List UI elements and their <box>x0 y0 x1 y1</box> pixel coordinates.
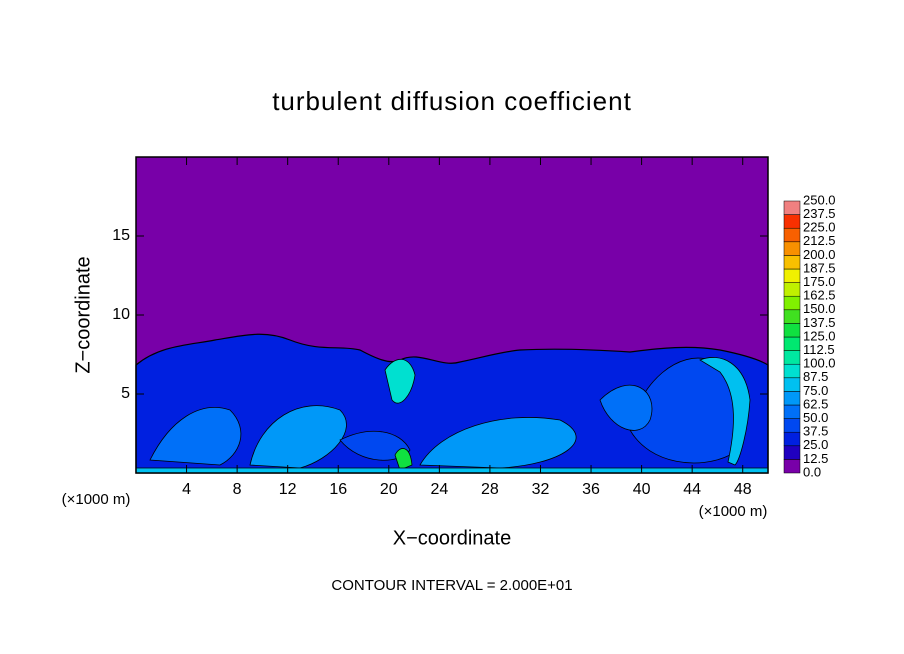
x-tick-label: 8 <box>233 481 242 498</box>
colorbar-swatch <box>783 200 801 215</box>
x-tick-label: 24 <box>430 481 448 498</box>
turbulent-eddy <box>249 405 347 469</box>
colorbar-label: 175.0 <box>803 274 836 289</box>
colorbar-swatch <box>783 282 801 297</box>
colorbar-label: 37.5 <box>803 424 828 439</box>
colorbar-label: 200.0 <box>803 247 836 262</box>
colorbar-swatch <box>783 309 801 324</box>
colorbar-swatch <box>783 295 801 311</box>
colorbar-swatch <box>783 227 801 243</box>
colorbar-swatch <box>783 404 801 419</box>
colorbar-label: 112.5 <box>803 342 835 357</box>
colorbar-label: 212.5 <box>803 233 836 248</box>
colorbar-label: 62.5 <box>803 396 828 411</box>
y-tick-label: 10 <box>112 306 130 323</box>
colorbar-label: 12.5 <box>803 451 828 466</box>
colorbar-label: 225.0 <box>803 220 836 235</box>
x-tick-label: 28 <box>481 481 499 498</box>
colorbar-swatch <box>783 431 801 447</box>
colorbar-swatch <box>783 363 801 379</box>
footer: CONTOUR INTERVAL = 2.000E+01 <box>331 577 572 594</box>
y-tick-label: 15 <box>112 227 130 244</box>
x-tick-label: 16 <box>329 481 347 498</box>
colorbar-swatch <box>783 336 801 351</box>
x-axis-label: X−coordinate <box>393 527 511 549</box>
colorbar-swatch <box>783 459 801 474</box>
colorbar-swatch <box>783 445 801 460</box>
colorbar-label: 25.0 <box>803 437 828 452</box>
colorbar-label: 0.0 <box>803 464 821 479</box>
colorbar-swatch <box>783 241 801 256</box>
colorbar-label: 87.5 <box>803 369 828 384</box>
colorbar-swatch <box>783 255 801 270</box>
turbulent-eddy <box>599 384 653 431</box>
colorbar-swatch <box>783 418 801 433</box>
colorbar-label: 75.0 <box>803 383 828 398</box>
colorbar-swatch <box>783 350 801 365</box>
colorbar-label: 125.0 <box>803 328 836 343</box>
turbulent-eddy <box>419 417 577 469</box>
turbulent-eddy <box>394 448 413 471</box>
colorbar-swatch <box>783 268 801 283</box>
plot-area <box>135 156 769 474</box>
x-tick-label: 44 <box>683 481 701 498</box>
x-tick-label: 32 <box>532 481 550 498</box>
y-axis-label: Z−coordinate <box>72 256 94 373</box>
turbulent-eddy <box>384 358 416 404</box>
x-tick-label: 40 <box>633 481 651 498</box>
colorbar-swatch <box>783 323 801 338</box>
turbulent-eddy <box>699 357 751 466</box>
chart-title: turbulent diffusion coefficient <box>272 86 632 116</box>
colorbar-label: 237.5 <box>803 206 836 221</box>
colorbar-label: 250.0 <box>803 192 836 207</box>
y-tick-label: 5 <box>121 385 130 402</box>
x-tick-label: 48 <box>734 481 752 498</box>
colorbar-label: 100.0 <box>803 356 836 371</box>
x-tick-label: 4 <box>182 481 191 498</box>
colorbar-label: 137.5 <box>803 315 836 330</box>
x-tick-label: 12 <box>279 481 297 498</box>
turbulent-eddy <box>149 407 242 466</box>
turbulent-eddy <box>339 430 411 461</box>
colorbar-label: 187.5 <box>803 260 836 275</box>
colorbar-swatch <box>783 214 801 229</box>
colorbar-label: 150.0 <box>803 301 836 316</box>
x-unit: (×1000 m) <box>699 503 768 520</box>
colorbar-label: 162.5 <box>803 288 836 303</box>
colorbar-swatch <box>783 377 801 392</box>
y-unit: (×1000 m) <box>62 491 131 508</box>
colorbar-swatch <box>783 391 801 406</box>
x-tick-label: 36 <box>582 481 600 498</box>
x-tick-label: 20 <box>380 481 398 498</box>
colorbar-label: 50.0 <box>803 410 828 425</box>
